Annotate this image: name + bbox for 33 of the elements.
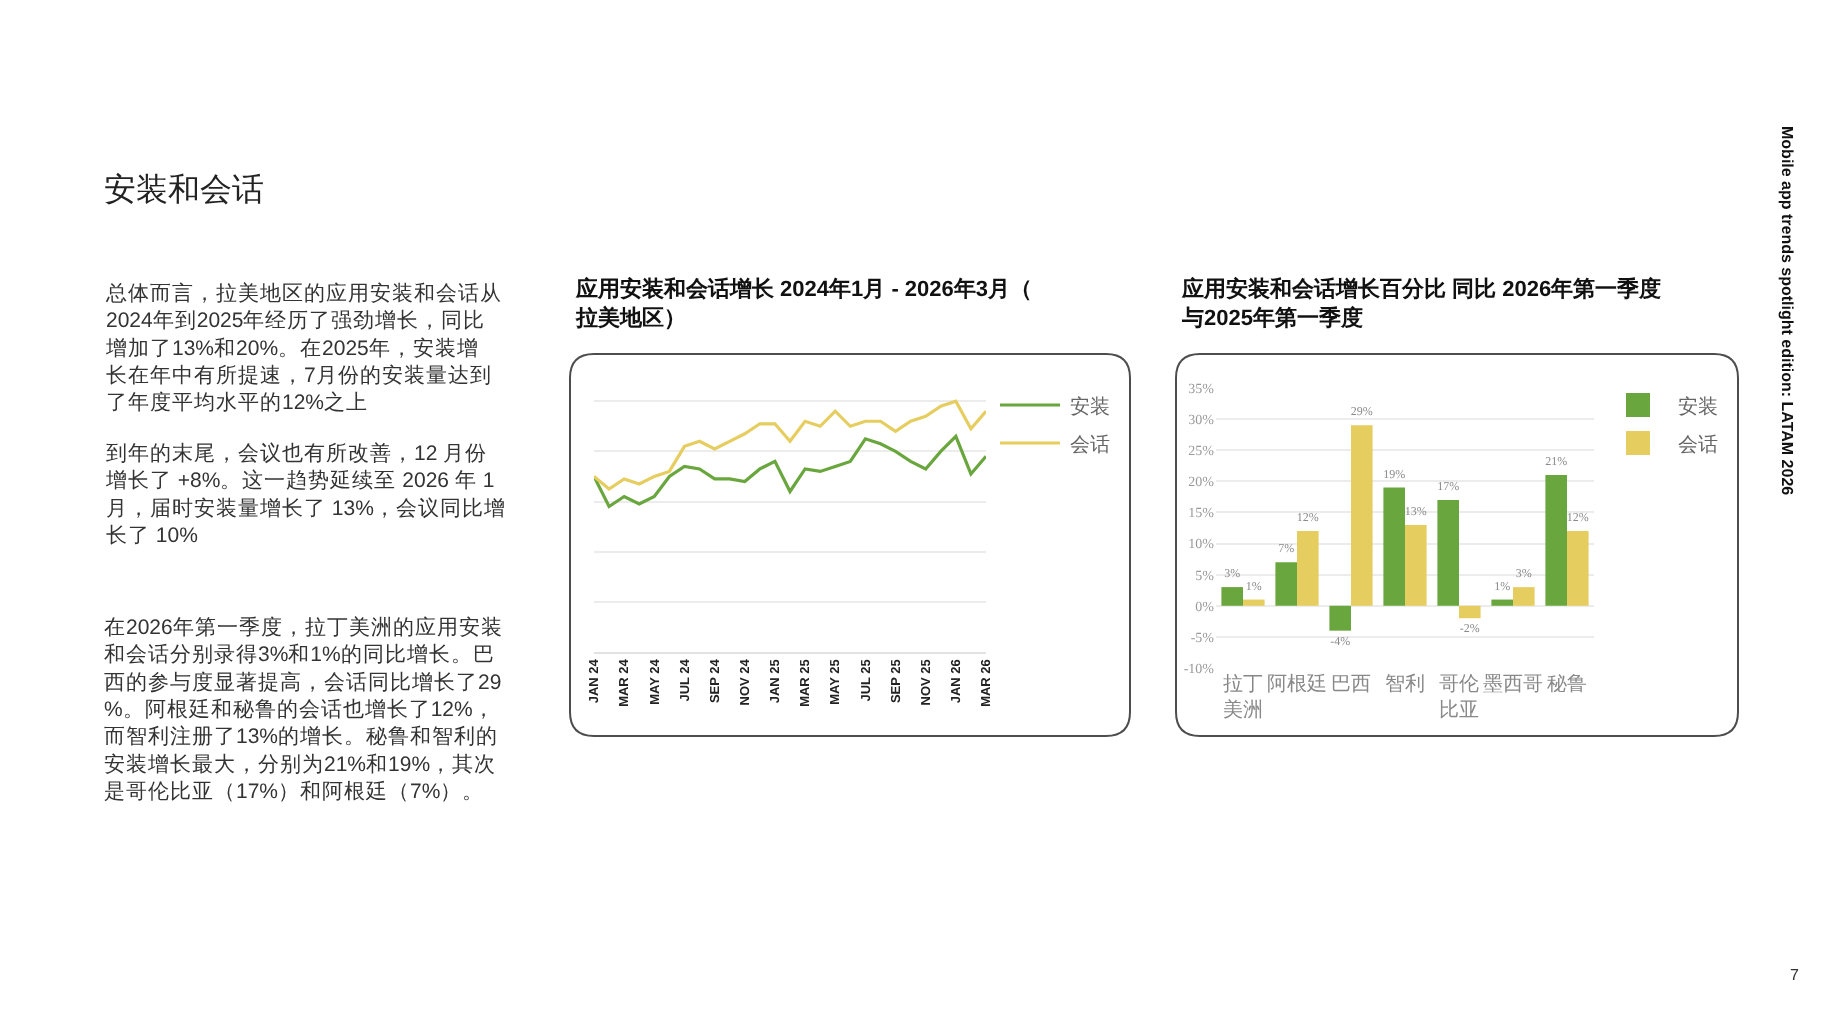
- bar: [1297, 531, 1319, 606]
- bar: [1275, 562, 1297, 606]
- text: 7: [1790, 966, 1800, 984]
- bar: [1567, 531, 1589, 606]
- legend-label: 会话: [1678, 432, 1718, 457]
- x-tick-label: 阿根廷: [1267, 672, 1327, 696]
- text: 总体而言，拉美地区的应用安装和会话从2024年到2025年经历了强劲增长，同比增加了13%和20%。在2025年，安装增长在年中有所提速，7月份的安装量达到了年度平均水平的12%之上: [104, 280, 502, 416]
- bar: [1545, 475, 1567, 606]
- bar: [1513, 587, 1535, 606]
- x-tick-label: 哥伦比亚: [1439, 672, 1479, 722]
- x-tick-label: 智利: [1385, 672, 1425, 696]
- bar: [1243, 599, 1265, 606]
- x-tick-label: 墨西哥: [1483, 674, 1543, 696]
- legend-label: 安装: [1678, 394, 1718, 419]
- x-tick-label: 秘鲁: [1547, 672, 1587, 696]
- chart-title: 应用安装和会话增长百分比 同比 2026年第一季度与2025年第一季度: [1180, 276, 1662, 331]
- x-tick-label: 巴西: [1331, 674, 1371, 696]
- bar: [1437, 500, 1459, 606]
- bar: [1221, 587, 1243, 606]
- bar: [1491, 599, 1513, 606]
- legend-label: 会话: [1070, 432, 1110, 457]
- legend-label: 安装: [1070, 394, 1110, 419]
- bar: [1405, 524, 1427, 606]
- bar: [1329, 605, 1351, 631]
- bar: [1459, 605, 1481, 619]
- text: 到年的末尾，会议也有所改善，12 月份增长了 +8%。这一趋势延续至 2026 年 1 月，届时安装量增长了 13%，会议同比增长了 10%: [104, 440, 506, 548]
- x-tick-label: 拉丁美洲: [1223, 672, 1263, 722]
- chart-title: 应用安装和会话增长 2024年1月 - 2026年3月（拉美地区）: [574, 276, 1033, 331]
- bar: [1351, 425, 1373, 606]
- text: 安装和会话: [104, 172, 264, 208]
- text: Mobile app trends spotlight edition: LATAM 2026: [1778, 126, 1796, 497]
- bar: [1383, 487, 1405, 606]
- text: 在2026年第一季度，拉丁美洲的应用安装和会话分别录得3%和1%的同比增长。巴西的参与度显著提高，会话同比增长了29%。阿根廷和秘鲁的会话也增长了12%，而智利注册了13%的增长。秘鲁和智利的安装增长最大，分别为21%和19%，其次是哥伦比亚（17%）和阿根廷（7%）。: [104, 614, 503, 804]
